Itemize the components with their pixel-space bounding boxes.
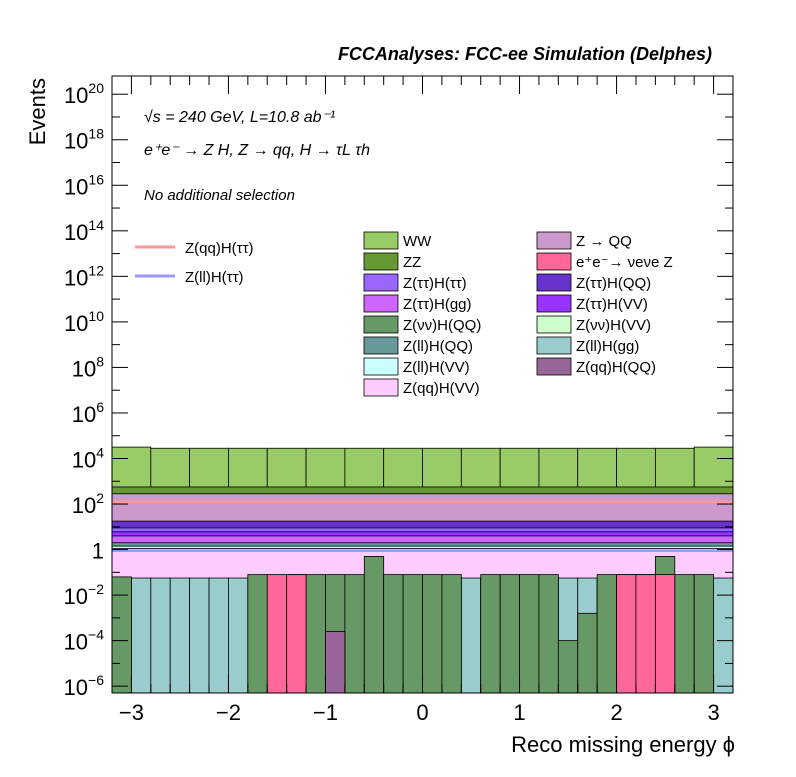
y-tick-label: 1014 <box>64 217 104 245</box>
legend-swatch <box>363 252 399 271</box>
legend-swatch <box>536 315 572 334</box>
x-tick-label: −2 <box>216 700 241 725</box>
x-tick-label: −3 <box>119 700 144 725</box>
legend-label: Z(νν)H(QQ) <box>403 317 481 334</box>
x-tick-label: 1 <box>513 700 525 725</box>
legend-swatch <box>536 294 572 313</box>
histogram-bar-ee-nunu-z <box>654 574 676 694</box>
legend-line-label: Z(qq)H(ττ) <box>185 240 254 257</box>
histogram-bar-znunu-hqq <box>693 574 714 694</box>
y-tick-label: 106 <box>72 399 104 427</box>
histogram-bar-znunu-hqq <box>596 574 617 694</box>
legend-swatch <box>536 336 572 355</box>
y-tick-label: 10−2 <box>64 581 105 609</box>
histogram-bar-znunu-hqq <box>305 574 326 694</box>
axis-ticks <box>111 76 734 693</box>
histogram-bar-znunu-hqq <box>577 612 598 694</box>
histogram-bar-znunu-hqq <box>499 574 520 694</box>
histogram-bar-znunu-hqq <box>344 574 365 694</box>
y-tick-label: 1020 <box>64 80 104 108</box>
histogram-bar-znunu-hqq <box>111 576 132 694</box>
histogram-bar-zll-hgg <box>169 577 191 694</box>
y-tick-label: 1010 <box>64 308 104 336</box>
selection-annotation: No additional selection <box>144 187 295 204</box>
histogram-bar-znunu-hqq <box>519 574 540 694</box>
y-tick-label: 1 <box>92 539 104 564</box>
x-tick-label: −1 <box>313 700 338 725</box>
y-tick-label: 102 <box>72 490 104 518</box>
legend-swatch <box>363 378 399 397</box>
legend-label: Z(ττ)H(VV) <box>576 296 648 313</box>
y-axis-label: Events <box>25 78 50 145</box>
legend-swatch <box>363 357 399 376</box>
histogram-bins <box>111 446 734 694</box>
y-tick-label: 10−6 <box>64 672 105 700</box>
legend-label: ZZ <box>403 254 421 271</box>
histogram-bar-zll-hgg <box>208 577 229 694</box>
legend-label: WW <box>403 233 432 250</box>
histogram-bar-znunu-hqq <box>402 574 423 694</box>
histogram-bar-zll-hgg <box>460 577 482 694</box>
x-tick-label: 3 <box>707 700 719 725</box>
legend-swatch <box>363 231 399 250</box>
legend-label: Z(νν)H(VV) <box>576 317 651 334</box>
histogram-bar-ee-nunu-z <box>266 574 288 694</box>
legend-swatch <box>363 336 399 355</box>
legend-label: Z(ττ)H(gg) <box>403 296 472 313</box>
x-tick-label: 2 <box>610 700 622 725</box>
legend: Z(qq)H(ττ) Z(ll)H(ττ) WW Z → QQ ZZ e⁺e⁻→ νeνe… <box>135 231 673 397</box>
x-axis-label: Reco missing energy ϕ <box>511 732 735 757</box>
y-tick-label: 1012 <box>64 262 104 290</box>
legend-line-label: Z(ll)H(ττ) <box>185 269 244 286</box>
x-tick-labels: −3 −2 −1 0 1 2 3 <box>119 700 720 725</box>
process-annotation: e⁺e⁻ → Z H, Z → qq, H → τL τh <box>144 142 370 159</box>
histogram-bar-znunu-hqq <box>363 555 385 694</box>
histogram-bar-zll-hgg <box>150 577 171 694</box>
histogram-bar-zll-hgg <box>131 577 152 694</box>
histogram-bar-znunu-hqq <box>441 574 462 694</box>
y-tick-label: 10−4 <box>64 627 105 655</box>
histogram-bar-znunu-hqq <box>383 574 404 694</box>
legend-swatch <box>536 273 572 292</box>
legend-label: Z(qq)H(QQ) <box>576 359 656 376</box>
histogram-bar-znunu-hqq <box>674 574 695 694</box>
histogram-bar-ee-nunu-z <box>286 574 307 694</box>
legend-swatch <box>536 252 572 271</box>
plot-annotations: √s = 240 GeV, L=10.8 ab⁻¹ e⁺e⁻ → Z H, Z … <box>144 109 370 204</box>
legend-label: Z(ll)H(QQ) <box>403 338 473 355</box>
legend-label: Z → QQ <box>576 233 632 250</box>
histogram-bar-ee-nunu-z <box>635 574 656 694</box>
histogram-bar-znunu-hqq <box>247 574 268 694</box>
histogram-bar-zll-hgg <box>228 577 249 694</box>
y-tick-label: 1016 <box>64 171 104 199</box>
histogram-bar-zqq-hqq <box>325 631 346 694</box>
legend-label: Z(ττ)H(ττ) <box>403 275 467 292</box>
y-tick-label: 108 <box>72 353 104 381</box>
histogram-bar-znunu-hqq <box>480 574 501 694</box>
histogram-bar-znunu-hqq <box>538 574 559 694</box>
histogram-bar-znunu-hqq <box>557 640 579 694</box>
legend-swatch <box>363 315 399 334</box>
x-tick-label: 0 <box>416 700 428 725</box>
legend-label: Z(ll)H(VV) <box>403 359 470 376</box>
legend-label: Z(ll)H(gg) <box>576 338 639 355</box>
chart-title: FCCAnalyses: FCC-ee Simulation (Delphes) <box>338 44 712 64</box>
histogram-bar-ee-nunu-z <box>616 574 637 694</box>
y-tick-label: 104 <box>72 444 104 472</box>
y-tick-labels: 10−6 10−4 10−2 1 102 104 106 108 1010 1012 1014 101… <box>64 80 105 700</box>
legend-label: e⁺e⁻→ νeνe Z <box>576 254 673 271</box>
signal-lines <box>112 500 733 552</box>
histogram-bar-znunu-hqq <box>422 574 443 694</box>
y-tick-label: 1018 <box>64 126 104 154</box>
histogram-bar-zll-hgg <box>189 577 210 694</box>
legend-swatch <box>363 273 399 292</box>
legend-swatch <box>536 357 572 376</box>
legend-swatch <box>363 294 399 313</box>
legend-label: Z(qq)H(VV) <box>403 380 480 397</box>
legend-swatch <box>536 231 572 250</box>
legend-label: Z(ττ)H(QQ) <box>576 275 651 292</box>
energy-annotation: √s = 240 GeV, L=10.8 ab⁻¹ <box>144 109 335 126</box>
